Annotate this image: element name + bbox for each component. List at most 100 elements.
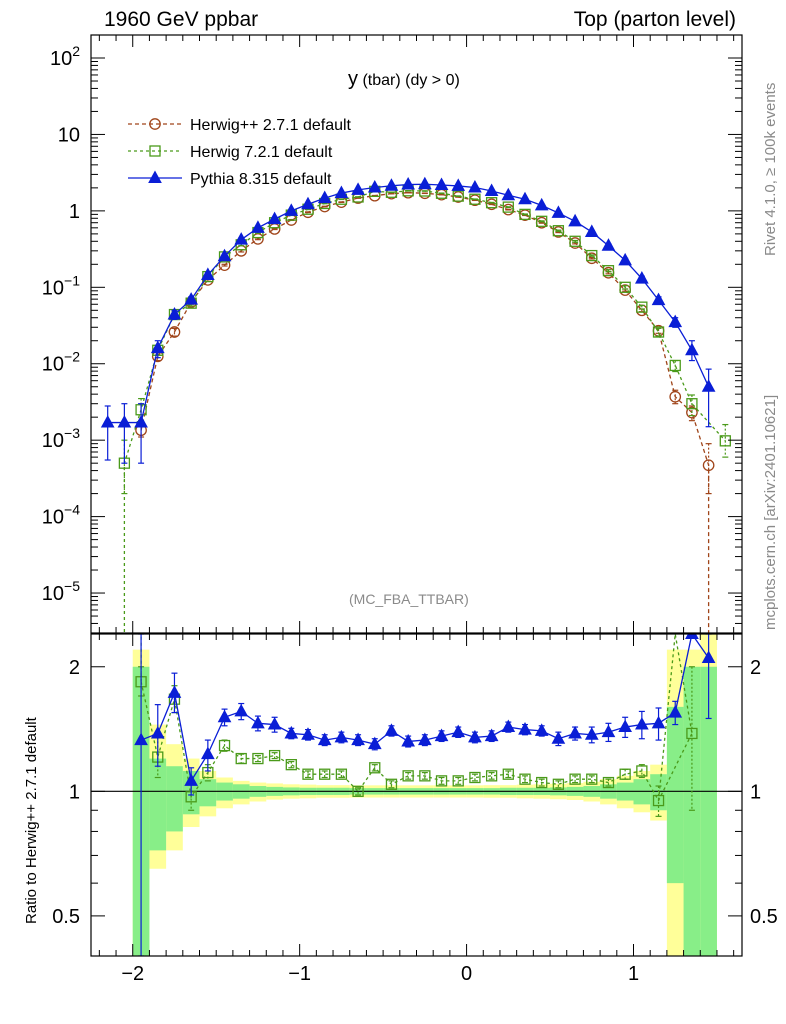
triangle-series-point — [601, 238, 616, 251]
y-tick-label: 1 — [69, 201, 80, 223]
triangle-series-ratio-point — [685, 634, 699, 639]
square-series-point — [719, 435, 731, 447]
square-series-ratio-point — [335, 768, 348, 780]
triangle-series-ratio-point — [451, 724, 466, 738]
triangle-series-point — [167, 307, 182, 320]
square-series-ratio-point — [569, 773, 581, 785]
square-series-ratio-point — [469, 771, 481, 784]
triangle-series-point — [267, 211, 282, 225]
circle-series-point — [702, 459, 715, 472]
triangle-series-point — [651, 292, 666, 306]
legend: Herwig++ 2.7.1 default Herwig 7.2.1 defau… — [128, 117, 352, 188]
square-series-ratio-point — [435, 775, 448, 787]
square-series-point — [619, 281, 631, 293]
square-series-point — [686, 398, 698, 410]
ratio-axis-label: Ratio to Herwig++ 2.7.1 default — [23, 717, 40, 924]
triangle-series-ratio-point — [601, 724, 616, 738]
triangle-series-ratio-point — [334, 729, 349, 743]
triangle-series-point — [701, 379, 716, 392]
square-series-ratio-point — [252, 752, 264, 765]
triangle-series-ratio-point — [317, 732, 332, 746]
triangle-series-point — [150, 340, 165, 354]
triangle-series-ratio-point — [267, 717, 282, 730]
square-series-ratio-point — [302, 768, 314, 780]
x-tick-label: 0 — [461, 963, 472, 985]
triangle-series-ratio-point — [534, 723, 549, 736]
triangle-series-point — [134, 415, 148, 428]
triangle-series-point — [434, 177, 449, 191]
triangle-series-point — [635, 271, 649, 284]
square-series-ratio-point — [636, 765, 648, 777]
legend-marker — [149, 118, 161, 130]
analysis-watermark: (MC_FBA_TTBAR) — [349, 591, 469, 607]
triangle-series-point — [301, 196, 315, 210]
y-tick-label: 10−1 — [42, 272, 80, 299]
square-series-point — [636, 301, 648, 313]
triangle-series-ratio-point — [401, 733, 415, 747]
legend-label: Pythia 8.315 default — [190, 171, 332, 188]
triangle-series-point — [551, 205, 566, 218]
y-tick-label: 102 — [50, 43, 80, 70]
triangle-series-ratio-point — [284, 725, 299, 739]
triangle-series-point — [234, 232, 249, 245]
square-series-ratio-point — [319, 768, 331, 780]
ratio-tick-label-right: 0.5 — [750, 906, 778, 928]
triangle-series-ratio-point — [134, 732, 148, 746]
triangle-series-point — [518, 191, 532, 205]
square-series-ratio-point — [586, 773, 598, 785]
square-series-point — [569, 235, 581, 247]
band-green — [149, 758, 167, 851]
ratio-tick-label-left: 2 — [69, 657, 80, 679]
triangle-series-point — [351, 182, 365, 195]
square-series-point — [536, 215, 548, 227]
x-tick-label: −1 — [288, 963, 311, 985]
triangle-series-point — [217, 248, 232, 262]
square-series-ratio-point — [652, 794, 665, 807]
triangle-series-ratio-point — [367, 736, 382, 750]
triangle-series-ratio-point — [201, 746, 215, 760]
square-series-point — [602, 265, 615, 277]
triangle-series-point — [251, 220, 265, 233]
square-series-point — [652, 326, 665, 338]
triangle-series-point — [584, 224, 599, 237]
ratio-tick-label-left: 1 — [69, 781, 80, 803]
square-series-ratio-point — [452, 775, 464, 787]
triangle-series-point — [568, 213, 582, 227]
x-tick-label: 1 — [628, 963, 639, 985]
legend-label: Herwig++ 2.7.1 default — [190, 117, 352, 134]
triangle-series-ratio-point — [468, 729, 482, 743]
triangle-series-ratio-point — [167, 685, 182, 698]
square-series-point — [586, 249, 598, 262]
square-series-ratio-point — [419, 770, 431, 782]
ratio-series — [91, 634, 742, 956]
y-tick-label: 10−4 — [42, 502, 80, 529]
triangle-series-point — [618, 252, 632, 266]
triangle-series-line — [107, 183, 710, 424]
square-series-ratio-point — [552, 778, 565, 790]
ratio-tick-label-right: 2 — [750, 657, 761, 679]
band-green — [166, 766, 183, 832]
square-series-ratio-point — [619, 768, 631, 780]
legend-label: Herwig 7.2.1 default — [190, 144, 333, 161]
triangle-series-ratio-point — [217, 709, 232, 723]
triangle-series-ratio-point — [518, 722, 532, 735]
square-series-ratio-point — [285, 759, 297, 771]
triangle-series-point — [384, 178, 399, 191]
triangle-series-ratio-point — [568, 725, 582, 739]
chart-title-rest: (tbar) (dy > 0) — [362, 72, 460, 89]
band-green — [650, 774, 667, 811]
triangle-series-point — [317, 190, 332, 204]
triangle-series-point — [534, 197, 549, 211]
triangle-series-ratio-point — [301, 727, 315, 740]
triangle-series-ratio-point — [484, 728, 499, 742]
reference-uncertainty-bands — [132, 634, 717, 956]
triangle-series-ratio-point — [668, 705, 683, 718]
rivet-version-label: Rivet 4.1.0, ≥ 100k events — [762, 82, 779, 256]
triangle-series-point — [484, 183, 499, 196]
band-green — [199, 779, 217, 807]
triangle-series-point — [334, 185, 349, 199]
square-series-point — [469, 193, 481, 205]
triangle-series-point — [418, 176, 432, 190]
square-series-ratio-spike — [657, 634, 693, 801]
square-series-point — [502, 201, 514, 213]
